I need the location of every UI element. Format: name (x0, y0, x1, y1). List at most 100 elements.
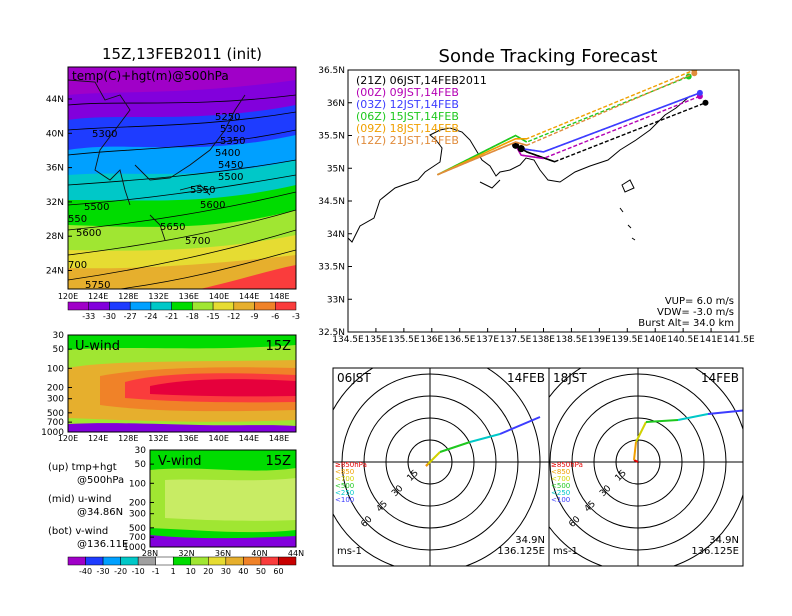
colorbar-swatch (88, 301, 110, 311)
track-line (521, 92, 701, 153)
contour-label: 5450 (218, 160, 243, 171)
u-wind-field (68, 335, 296, 432)
lat-tick-label: 32.5N (318, 328, 345, 338)
param-vdw: VDW= -3.0 m/s (657, 307, 734, 318)
run-legend-entry: (06Z) 15JST,14FEB (356, 110, 459, 123)
colorbar-label: -12 (227, 312, 240, 321)
colorbar-swatch (212, 301, 235, 311)
landing-point (685, 73, 692, 80)
lat-tick-label: 24N (46, 267, 64, 277)
contour-label: 5400 (215, 148, 240, 159)
colorbar-label: -33 (82, 312, 95, 321)
colorbar-label: -21 (165, 312, 178, 321)
lat-tick-label: 34N (327, 230, 345, 240)
hodograph-time: 18JST (553, 371, 587, 385)
colorbar-label: -1 (152, 567, 160, 576)
x-tick-label: 44N (288, 549, 304, 558)
hodograph-segment (707, 409, 743, 415)
colorbar-label: 1 (171, 567, 176, 576)
main-title: Sonde Tracking Forecast (439, 46, 658, 67)
colorbar-swatch (254, 301, 276, 311)
x-tick-label: 124E (88, 434, 108, 443)
landing-point (702, 99, 709, 106)
lon-tick-label: 141E (700, 335, 723, 345)
hodograph-lat: 34.9N (515, 535, 545, 546)
contour-label: 5600 (200, 200, 225, 211)
pressure-legend-entry: <700 (551, 475, 570, 483)
pressure-tick-label: 1000 (41, 428, 64, 438)
colorbar-swatch (67, 301, 89, 311)
pressure-tick-label: 100 (129, 479, 146, 489)
lat-tick-label: 34.5N (318, 197, 345, 207)
pressure-legend-entry: ≥850hPa (335, 461, 367, 469)
contour-label: 5500 (84, 202, 109, 213)
sonde-params: VUP= 6.0 m/s VDW= -3.0 m/s Burst Alt= 34… (638, 296, 734, 329)
run-legend-entry: (03Z) 12JST,14FEB (356, 98, 459, 111)
x-tick-label: 120E (58, 434, 78, 443)
lat-tick-label: 35.5N (318, 132, 345, 142)
pressure-legend-entry: <250 (551, 489, 570, 497)
lat-tick-label: 32N (46, 198, 64, 208)
hodograph-unit: ms-1 (337, 546, 362, 557)
hodograph-segment (499, 416, 541, 435)
legend-bot-1: (bot) v-wind (48, 526, 108, 537)
colorbar-swatch (102, 556, 121, 566)
lat-tick-label: 36N (46, 164, 64, 174)
colorbar-swatch (171, 301, 193, 311)
colorbar-label: -40 (79, 567, 92, 576)
lon-tick-label: 138.5E (556, 335, 588, 345)
contour-label: 5750 (85, 280, 110, 291)
contour-label: 700 (68, 260, 87, 271)
contour-label: 5500 (218, 172, 243, 183)
contour-label: 550 (68, 214, 87, 225)
hodograph-lon: 136.125E (497, 546, 545, 557)
track-ascent (437, 137, 527, 176)
track-ascent (521, 92, 701, 153)
colorbar-swatch (190, 556, 209, 566)
left-top-label: temp(C)+hgt(m)@500hPa (72, 69, 229, 83)
hodograph-segment (427, 451, 441, 465)
x-tick-label: 40N (251, 549, 267, 558)
pressure-legend-entry: <500 (335, 482, 354, 490)
lon-tick-label: 135E (364, 335, 387, 345)
x-tick-label: 136E (178, 434, 198, 443)
pressure-tick-label: 500 (47, 409, 64, 419)
colorbar-swatch (243, 556, 262, 566)
landing-point (696, 89, 703, 96)
hodograph-date: 14FEB (701, 371, 739, 385)
lon-tick-label: 138E (532, 335, 555, 345)
lon-tick-label: 120E (58, 292, 78, 301)
track-ascent (437, 141, 527, 176)
run-legend: (21Z) 06JST,14FEB2011(00Z) 09JST,14FEB(0… (356, 74, 487, 147)
colorbar-label: 20 (203, 567, 213, 576)
colorbar-label: -27 (124, 312, 137, 321)
pressure-tick-label: 1000 (123, 543, 146, 553)
lon-tick-label: 136.5E (444, 335, 476, 345)
left-top-title: 15Z,13FEB2011 (init) (102, 45, 262, 63)
lon-tick-label: 139.5E (612, 335, 644, 345)
lat-tick-label: 33.5N (318, 263, 345, 273)
colorbar-swatch (233, 301, 255, 311)
colorbar-label: -20 (114, 567, 127, 576)
pressure-tick-label: 500 (129, 524, 146, 534)
x-tick-label: 32N (178, 549, 194, 558)
contour-labels: 5250 5300 5350 5400 5450 5500 5550 5600 … (68, 112, 245, 291)
lat-tick-label: 36.5N (318, 66, 345, 76)
x-tick-label: 132E (148, 434, 168, 443)
lon-tick-label: 139E (588, 335, 611, 345)
hodograph-time: 06JST (337, 371, 371, 385)
colorbar-swatch (155, 556, 174, 566)
pressure-tick-label: 300 (129, 510, 146, 520)
lat-tick-label: 28N (46, 232, 64, 242)
colorbar-swatch (278, 556, 297, 566)
x-tick-label: 36N (215, 549, 231, 558)
hodograph-date: 14FEB (507, 371, 545, 385)
lat-tick-label: 33N (327, 295, 345, 305)
temperature-field (68, 67, 296, 289)
hodograph-segment (439, 441, 471, 453)
colorbar-swatch (67, 556, 86, 566)
pressure-tick-label: 50 (53, 345, 65, 355)
lat-tick-label: 44N (46, 95, 64, 105)
burst-point (517, 145, 525, 153)
hodograph-lat: 34.9N (709, 535, 739, 546)
